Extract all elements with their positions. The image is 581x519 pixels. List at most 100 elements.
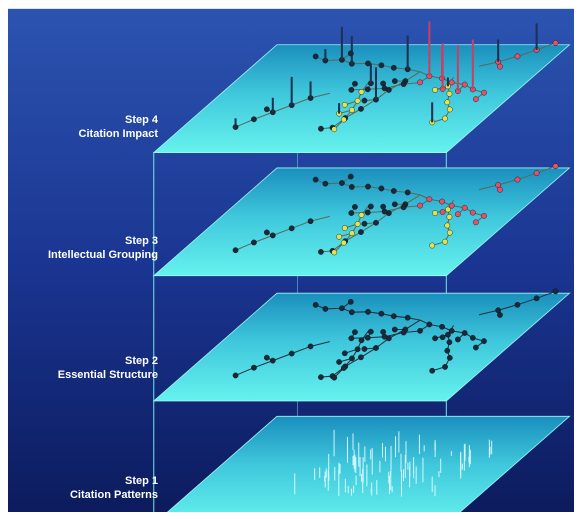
network-edge — [272, 104, 292, 113]
network-node — [442, 364, 448, 370]
network-node — [400, 329, 407, 336]
network-edge — [344, 231, 362, 242]
network-edge — [405, 319, 421, 330]
network-node — [322, 306, 329, 312]
network-edge — [310, 215, 330, 222]
network-node — [481, 89, 487, 96]
plane-surface — [152, 44, 571, 153]
network-edge — [235, 241, 255, 251]
step-1-label: Step 1 Citation Patterns — [8, 474, 158, 502]
network-node — [358, 354, 364, 361]
network-node — [404, 314, 411, 321]
network-edge — [360, 347, 377, 358]
network-node — [446, 339, 453, 346]
network-node — [481, 338, 487, 344]
network-node — [318, 125, 324, 132]
network-node — [446, 90, 453, 97]
layered-diagram — [8, 8, 574, 512]
network-node — [552, 163, 559, 169]
plane-surface — [152, 167, 571, 277]
network-node — [288, 350, 295, 357]
network-node — [378, 185, 385, 192]
network-node — [232, 247, 239, 254]
network-node — [349, 355, 355, 362]
network-node — [439, 198, 445, 205]
network-node — [307, 343, 314, 350]
network-node — [341, 350, 348, 357]
network-node — [432, 87, 438, 93]
network-node — [417, 79, 423, 86]
network-node — [354, 221, 361, 227]
network-node — [348, 184, 355, 190]
network-edge — [536, 165, 556, 174]
network-node — [472, 96, 479, 103]
citation-impact-bars — [232, 21, 559, 133]
network-edge — [478, 184, 499, 190]
network-node — [340, 365, 347, 371]
network-edge — [478, 309, 499, 316]
network-node — [444, 99, 451, 106]
network-node — [352, 204, 358, 210]
plane-4 — [152, 21, 571, 153]
network-node — [307, 218, 314, 225]
network-node — [481, 212, 487, 219]
network-node — [446, 354, 453, 361]
network-node — [365, 183, 371, 190]
plane-surface — [152, 292, 571, 402]
step-1-number: Step 1 — [124, 475, 158, 487]
network-node — [497, 186, 503, 193]
network-node — [390, 188, 397, 194]
network-node — [400, 204, 407, 211]
network-node — [448, 79, 455, 86]
network-node — [391, 201, 398, 208]
network-edge — [344, 356, 362, 367]
network-node — [381, 208, 388, 215]
network-node — [269, 357, 276, 364]
network-edge — [478, 61, 499, 67]
network-node — [367, 203, 374, 210]
network-node — [461, 204, 468, 211]
network-node — [331, 374, 338, 381]
network-node — [358, 229, 364, 235]
network-node — [497, 312, 503, 318]
network-node — [454, 211, 461, 218]
network-node — [442, 115, 448, 122]
plane-3 — [152, 163, 571, 277]
network-node — [349, 107, 355, 113]
network-node — [552, 288, 559, 295]
network-node — [364, 334, 371, 341]
network-edge — [498, 55, 518, 63]
network-node — [312, 53, 319, 60]
network-node — [251, 116, 257, 123]
network-node — [331, 249, 338, 256]
network-node — [263, 354, 270, 361]
network-node — [365, 60, 371, 67]
network-node — [514, 301, 521, 308]
network-edge — [360, 222, 377, 233]
network-node — [380, 329, 387, 335]
network-node — [461, 330, 468, 336]
network-node — [439, 209, 446, 215]
network-node — [432, 335, 438, 342]
network-edge — [253, 111, 273, 120]
network-edge — [310, 92, 330, 99]
network-node — [381, 85, 388, 92]
network-node — [391, 78, 398, 84]
step-3-title: Intellectual Grouping — [47, 249, 158, 261]
network-node — [472, 344, 479, 351]
network-node — [348, 335, 355, 342]
network-edge — [405, 194, 421, 205]
network-node — [461, 81, 468, 88]
network-edge — [291, 220, 311, 229]
network-edge — [272, 353, 292, 362]
network-node — [381, 333, 388, 340]
network-node — [378, 62, 385, 69]
network-node — [390, 64, 397, 71]
network-edge — [536, 42, 556, 51]
network-node — [445, 206, 451, 213]
network-node — [373, 219, 379, 226]
network-node — [339, 180, 345, 186]
network-edge — [517, 49, 537, 57]
network-node — [444, 347, 451, 354]
network-node — [340, 116, 347, 123]
